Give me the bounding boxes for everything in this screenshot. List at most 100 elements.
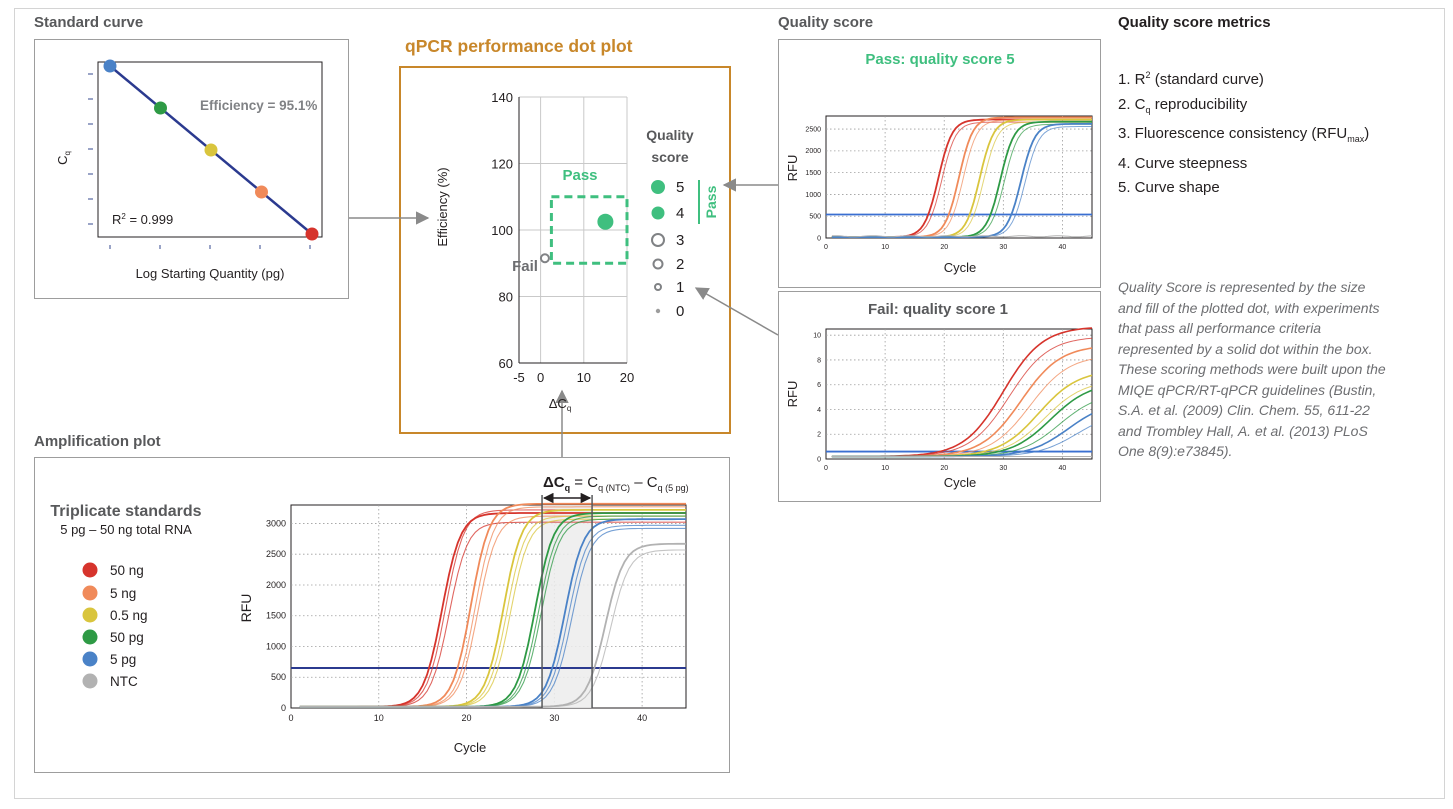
pass-amp-y-tick-label: 1000: [805, 192, 821, 199]
metric-4: 4. Curve steepness: [1118, 154, 1248, 172]
std-ylabel: Cq: [55, 151, 72, 165]
amp-legend-subtitle: 5 pg – 50 ng total RNA: [60, 522, 192, 537]
dot-y-tick-label: 80: [499, 290, 513, 305]
pass-amp-title: Pass: quality score 5: [865, 51, 1014, 68]
fail-amp-y-tick-label: 2: [817, 432, 821, 439]
pass-amp-x-tick-label: 0: [824, 244, 828, 251]
dot-legend-pass-label: Pass: [703, 185, 719, 218]
dot-legend-marker: [655, 308, 661, 314]
dot-xlabel: ΔCq: [549, 396, 572, 413]
pass-amp-x-tick-label: 40: [1059, 244, 1067, 251]
amp-formula: ΔCq = Cq (NTC) – Cq (5 pg): [543, 474, 689, 493]
fail-amp-xlabel: Cycle: [944, 475, 977, 490]
amp-legend-label: NTC: [110, 674, 138, 689]
amp-x-tick-label: 40: [637, 713, 647, 723]
dot-pass-box: [549, 195, 629, 265]
dot-plot-panel: [399, 66, 731, 434]
amp-legend-label: 0.5 ng: [110, 608, 148, 623]
amp-curve: [299, 549, 686, 708]
amp-y-tick-label: 500: [271, 672, 286, 682]
fail-amp-title: Fail: quality score 1: [868, 301, 1008, 318]
amp-x-tick-label: 0: [288, 713, 293, 723]
arrow-fail-to-dot: [694, 287, 779, 336]
dot-plot-title: qPCR performance dot plot: [405, 36, 633, 56]
std-point: [204, 143, 218, 157]
standard-curve-chart: Efficiency = 95.1% R2 = 0.999 Log Starti…: [55, 59, 323, 281]
amp-y-tick-label: 2000: [266, 580, 286, 590]
fail-amp-y-tick-label: 6: [817, 382, 821, 389]
amp-x-tick-label: 30: [549, 713, 559, 723]
dot-legend-title-2: score: [651, 149, 689, 165]
dot-plot-chart: Efficiency (%) ΔCq Quality score Pass 14…: [435, 90, 719, 413]
std-point: [255, 185, 268, 199]
pass-amp-x-tick-label: 20: [940, 244, 948, 251]
amp-legend-label: 50 ng: [110, 563, 144, 578]
dot-fail-point: [539, 253, 550, 264]
dot-fail-label: Fail: [512, 258, 538, 275]
fail-amp-y-tick-label: 4: [817, 407, 821, 414]
fail-amp-y-tick-label: 8: [817, 357, 821, 364]
std-efficiency-label: Efficiency = 95.1%: [200, 98, 317, 113]
pass-amp-curve: [831, 235, 1093, 238]
metric-1: 1. R2 (standard curve): [1118, 70, 1264, 88]
std-xlabel: Log Starting Quantity (pg): [136, 266, 285, 281]
dot-x-tick-label: 10: [577, 370, 591, 385]
pass-amp-y-tick-label: 2000: [805, 148, 821, 155]
dot-pass-label: Pass: [562, 167, 597, 184]
dot-y-tick-label: 120: [491, 157, 513, 172]
dot-y-tick-label: 140: [491, 90, 513, 105]
dot-legend-score: 1: [676, 279, 684, 296]
amp-legend-marker: [82, 562, 98, 578]
pass-amp-chart: Pass: quality score 5 Cycle RFU 0 500 1000…: [785, 51, 1093, 275]
fail-amp-chart: Fail: quality score 1 Cycle RFU 0 2 4 6 8 10 0…: [785, 301, 1093, 490]
std-point: [305, 227, 319, 241]
metric-2: 2. Cq reproducibility: [1118, 95, 1248, 115]
dot-x-tick-label: 20: [620, 370, 634, 385]
fail-amp-x-tick-label: 40: [1059, 465, 1067, 472]
dot-ylabel: Efficiency (%): [435, 167, 450, 246]
standard-curve-title: Standard curve: [34, 14, 144, 31]
amp-ylabel: RFU: [238, 594, 254, 623]
metric-3: 3. Fluorescence consistency (RFUmax): [1118, 125, 1370, 144]
amp-y-tick-label: 2500: [266, 549, 286, 559]
dot-y-tick-label: 60: [499, 356, 513, 371]
dot-legend-marker: [651, 206, 665, 220]
amp-y-tick-label: 1500: [266, 611, 286, 621]
dot-legend-marker: [652, 258, 664, 270]
dot-legend-marker: [651, 180, 665, 194]
metrics-title: Quality score metrics: [1118, 14, 1271, 31]
quality-score-title: Quality score: [778, 14, 874, 31]
fail-amp-x-tick-label: 30: [999, 465, 1007, 472]
dot-legend-score: 0: [676, 303, 684, 320]
amp-xlabel: Cycle: [454, 740, 487, 755]
pass-amp-y-tick-label: 500: [809, 214, 821, 221]
amp-legend-label: 5 pg: [110, 652, 136, 667]
fail-amp-plot-area: [825, 328, 1093, 460]
amp-legend-label: 5 ng: [110, 586, 136, 601]
dot-legend-score: 5: [676, 179, 684, 196]
amp-y-tick-label: 1000: [266, 641, 286, 651]
amp-legend-marker: [82, 585, 98, 601]
pass-amp-y-tick-label: 2500: [805, 126, 821, 133]
pass-amp-ylabel: RFU: [785, 155, 800, 182]
fail-amp-y-tick-label: 0: [817, 456, 821, 463]
dot-legend-score: 4: [676, 205, 684, 222]
pass-amp-xlabel: Cycle: [944, 260, 977, 275]
std-r2-label: R2 = 0.999: [112, 212, 173, 227]
amplification-title: Amplification plot: [34, 433, 161, 450]
std-point: [154, 101, 167, 115]
amp-y-tick-label: 0: [281, 703, 286, 713]
dot-x-tick-label: -5: [513, 370, 525, 385]
dot-legend-title-1: Quality: [646, 127, 694, 143]
dot-x-tick-label: 0: [537, 370, 544, 385]
fail-amp-x-tick-label: 20: [940, 465, 948, 472]
amp-legend-marker: [82, 673, 98, 689]
amp-legend-marker: [82, 629, 98, 645]
pass-amp-y-tick-label: 0: [817, 235, 821, 242]
pass-amp-x-tick-label: 30: [999, 244, 1007, 251]
metrics-list: 1. R2 (standard curve) 2. Cq reproducibi…: [1118, 63, 1369, 201]
amp-y-tick-label: 3000: [266, 518, 286, 528]
dot-legend-marker: [651, 233, 665, 247]
amp-x-tick-label: 10: [374, 713, 384, 723]
